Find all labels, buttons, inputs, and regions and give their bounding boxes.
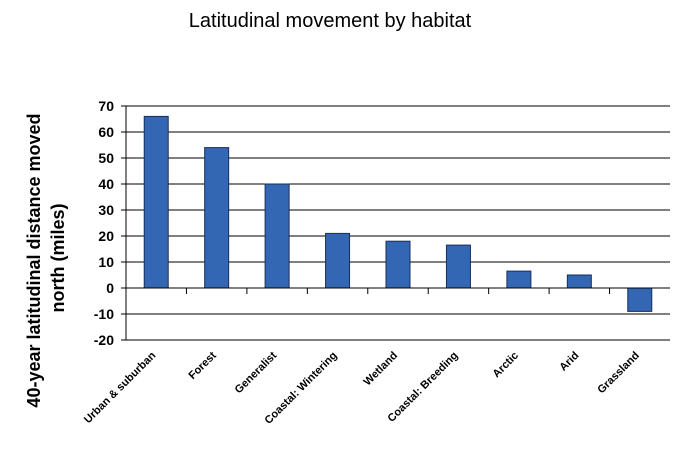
y-tick-label: 50 (98, 150, 114, 166)
bar (325, 232, 351, 289)
y-tick-label: 40 (98, 176, 114, 192)
x-tick-labels: Urban & suburban Forest GeneralistCoastal:… (82, 349, 642, 426)
y-tick-label: 70 (98, 98, 114, 114)
y-tick-label: -10 (94, 306, 114, 322)
gridlines (121, 105, 670, 341)
y-tick-labels: 70 60 50 40 30 20 10 0 -10 -20 (94, 98, 114, 348)
x-tick-label: Generalist (233, 349, 280, 396)
y-tick-label: 10 (98, 254, 114, 270)
x-tick-label: Arid (557, 350, 581, 374)
bar (566, 274, 592, 289)
x-tick-label: Forest (187, 349, 219, 381)
y-axis-label-line-1: 40-year latitudinal distance moved (24, 113, 44, 407)
bar (385, 240, 411, 289)
y-axis-label-line-2: north (miles) (48, 203, 68, 312)
y-tick-label: 0 (106, 280, 114, 296)
bar (143, 115, 169, 289)
y-tick-label: -20 (94, 332, 114, 348)
axes (125, 106, 670, 340)
y-tick-label: 30 (98, 202, 114, 218)
x-tick-label: Urban & suburban (82, 349, 159, 426)
bar (264, 183, 290, 289)
x-tick-label: Grassland (595, 350, 642, 397)
bar (445, 244, 471, 289)
y-axis-label: 40-year latitudinal distance moved north… (24, 108, 68, 407)
bars (143, 115, 653, 312)
x-tick-label: Arctic (490, 350, 521, 381)
chart-title: Latitudinal movement by habitat (189, 10, 472, 32)
bar (204, 147, 230, 289)
x-tick-label: Wetland (362, 350, 401, 389)
bar (506, 270, 532, 289)
y-tick-label: 60 (98, 124, 114, 140)
y-tick-label: 20 (98, 228, 114, 244)
bar (627, 287, 653, 312)
